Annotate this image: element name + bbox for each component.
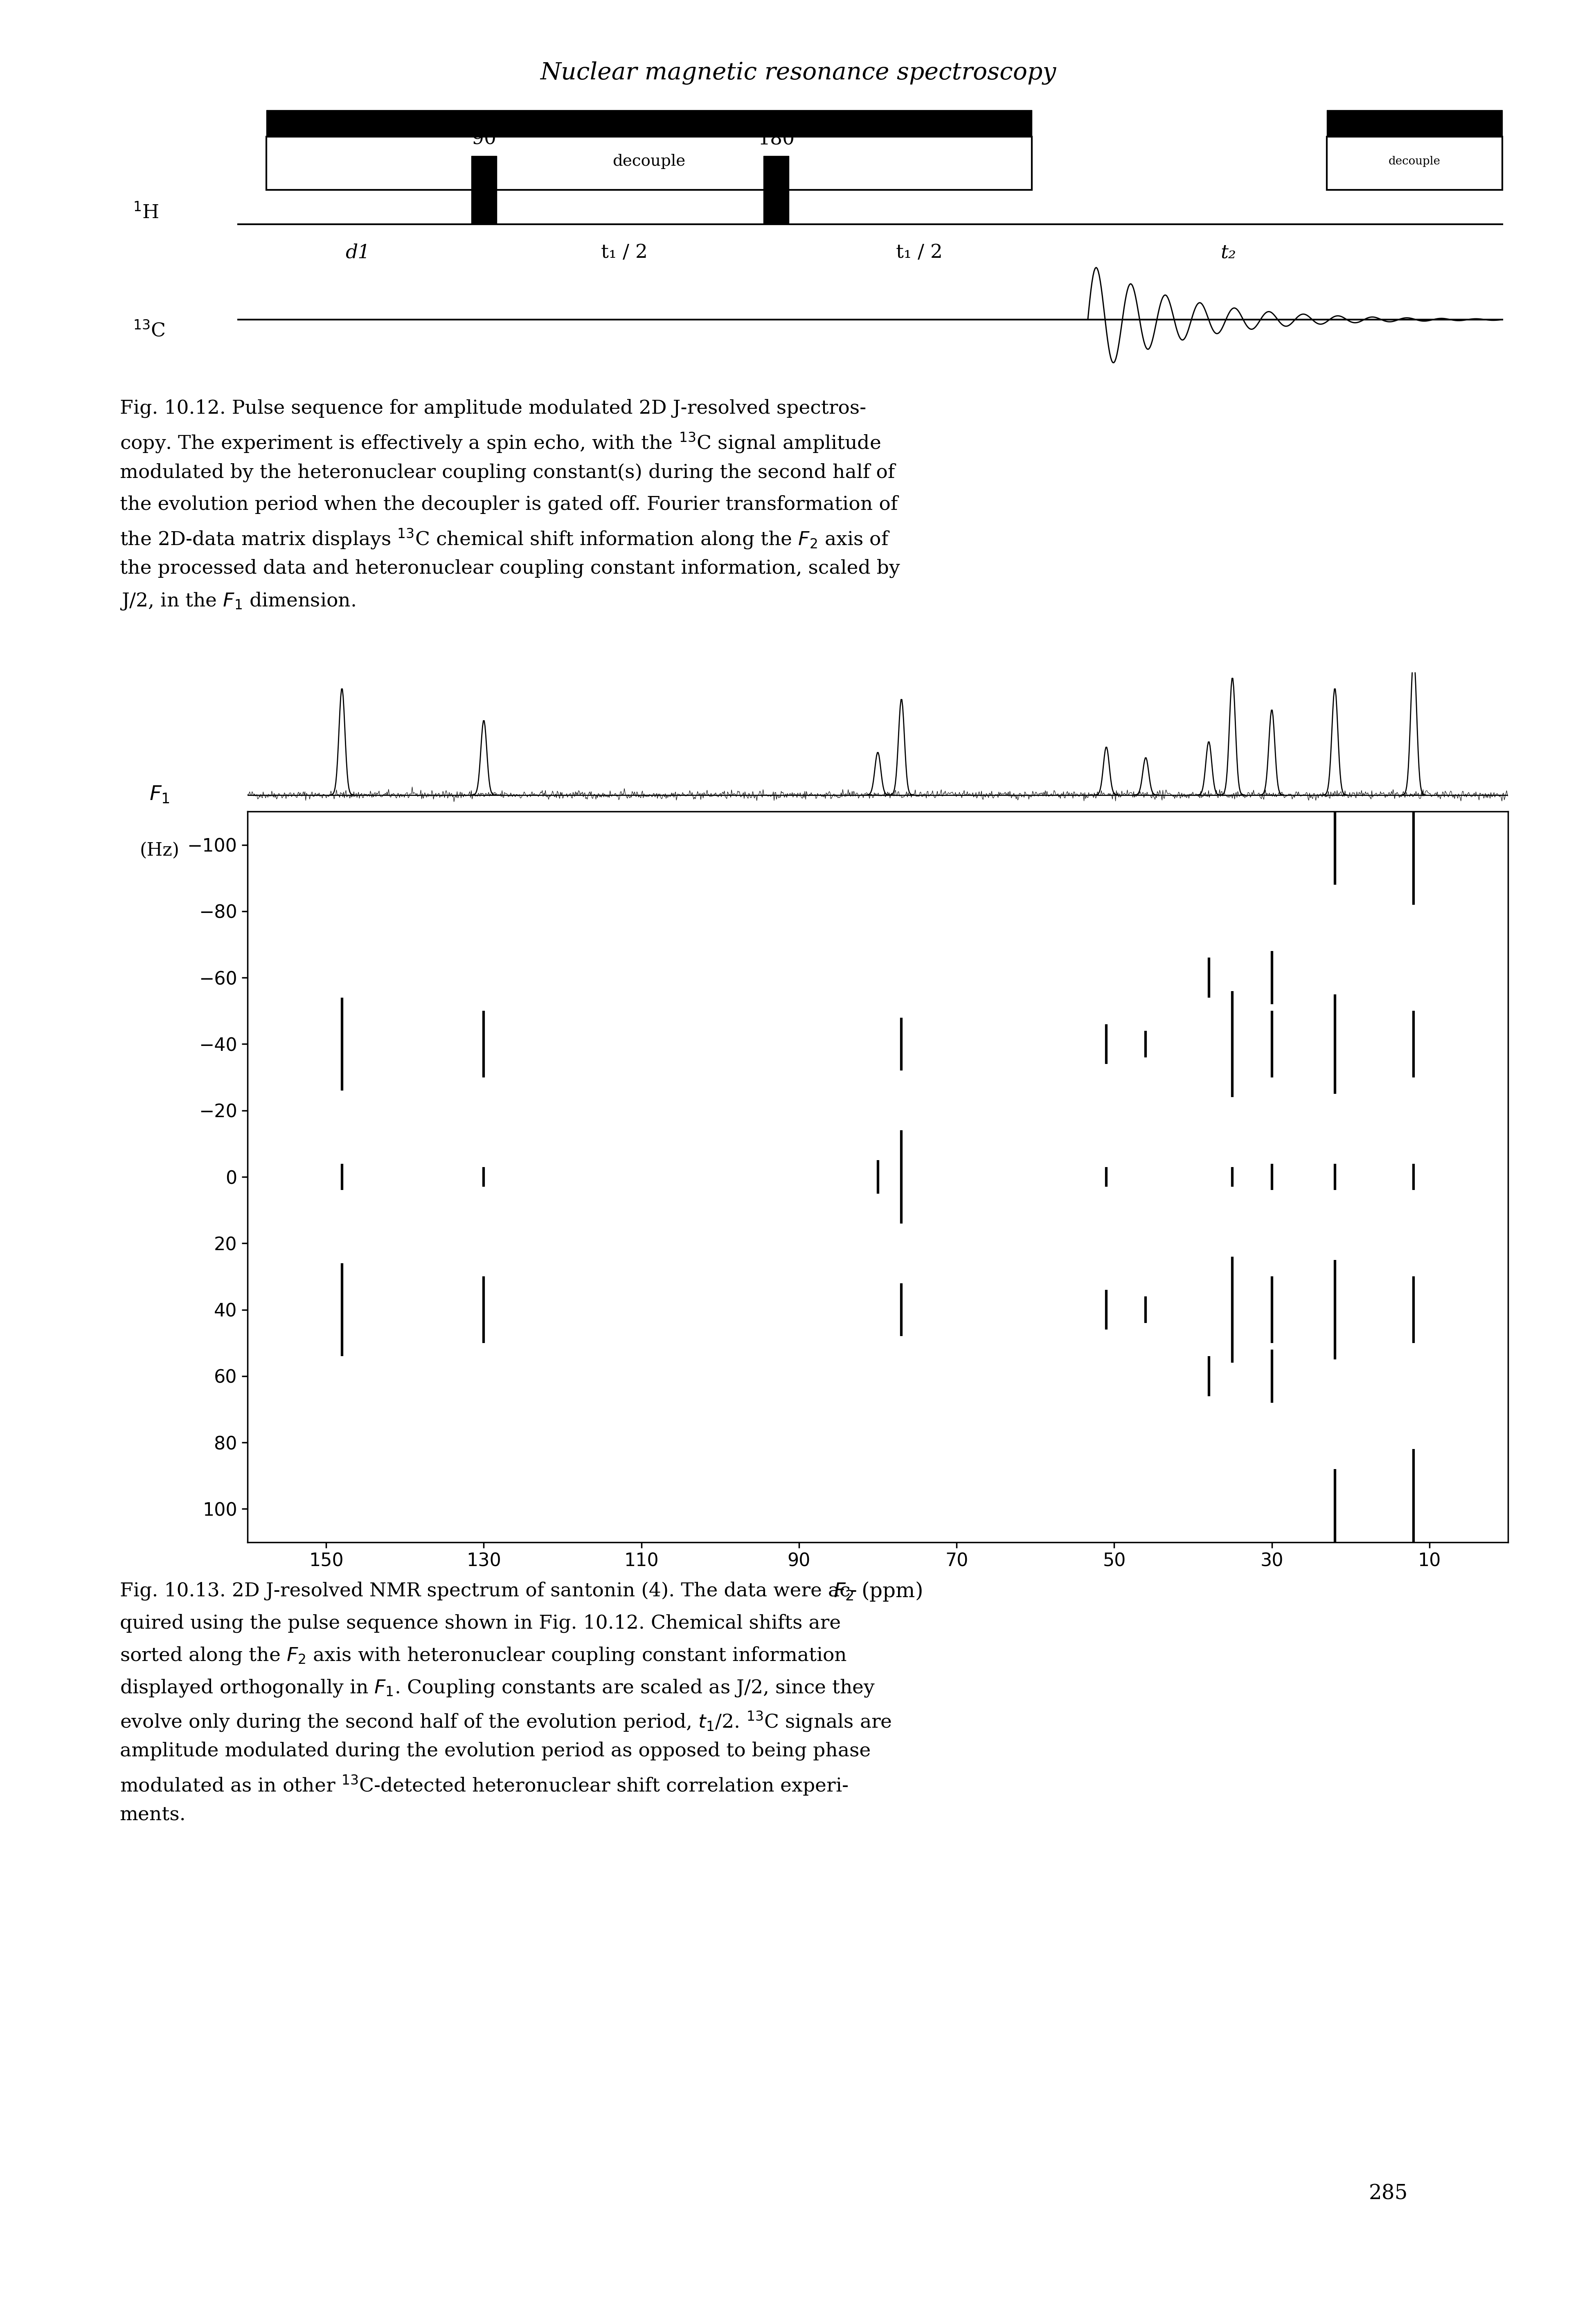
Text: the processed data and heteronuclear coupling constant information, scaled by: the processed data and heteronuclear cou…	[120, 559, 900, 577]
Bar	[1326, 109, 1502, 137]
Text: 180: 180	[758, 130, 795, 148]
Text: decouple: decouple	[1389, 155, 1440, 167]
Text: J/2, in the $F_1$ dimension.: J/2, in the $F_1$ dimension.	[120, 591, 356, 612]
Text: Fig. 10.13. 2D J-resolved NMR spectrum of santonin (4). The data were ac-: Fig. 10.13. 2D J-resolved NMR spectrum o…	[120, 1582, 857, 1600]
Text: Fig. 10.12. Pulse sequence for amplitude modulated 2D J-resolved spectros-: Fig. 10.12. Pulse sequence for amplitude…	[120, 399, 867, 417]
Text: evolve only during the second half of the evolution period, $t_1$/2. $^{13}$C si: evolve only during the second half of th…	[120, 1709, 892, 1732]
Text: the 2D-data matrix displays $^{13}$C chemical shift information along the $F_2$ : the 2D-data matrix displays $^{13}$C che…	[120, 526, 891, 550]
Text: decouple: decouple	[613, 153, 685, 169]
Text: sorted along the $F_2$ axis with heteronuclear coupling constant information: sorted along the $F_2$ axis with heteron…	[120, 1646, 847, 1665]
Bar	[471, 155, 496, 225]
Text: 90: 90	[472, 130, 496, 148]
Text: displayed orthogonally in $F_1$. Coupling constants are scaled as J/2, since the: displayed orthogonally in $F_1$. Couplin…	[120, 1677, 875, 1698]
Text: ments.: ments.	[120, 1807, 185, 1825]
Text: quired using the pulse sequence shown in Fig. 10.12. Chemical shifts are: quired using the pulse sequence shown in…	[120, 1614, 841, 1633]
Text: t₁ / 2: t₁ / 2	[602, 243, 648, 262]
Text: t₂: t₂	[1221, 243, 1235, 262]
Text: copy. The experiment is effectively a spin echo, with the $^{13}$C signal amplit: copy. The experiment is effectively a sp…	[120, 431, 881, 455]
Text: the evolution period when the decoupler is gated off. Fourier transformation of: the evolution period when the decoupler …	[120, 494, 897, 515]
Bar	[1326, 137, 1502, 190]
Text: t₁ / 2: t₁ / 2	[895, 243, 943, 262]
Text: $F_1$: $F_1$	[150, 784, 169, 805]
Text: modulated by the heteronuclear coupling constant(s) during the second half of: modulated by the heteronuclear coupling …	[120, 464, 895, 482]
Text: modulated as in other $^{13}$C-detected heteronuclear shift correlation experi-: modulated as in other $^{13}$C-detected …	[120, 1774, 847, 1797]
Text: 285: 285	[1369, 2184, 1408, 2203]
Bar	[763, 155, 788, 225]
Bar	[267, 137, 1031, 190]
Text: d1: d1	[345, 243, 370, 262]
Bar	[267, 109, 1031, 137]
Text: (Hz): (Hz)	[140, 842, 179, 860]
Text: Nuclear magnetic resonance spectroscopy: Nuclear magnetic resonance spectroscopy	[539, 60, 1057, 86]
Text: amplitude modulated during the evolution period as opposed to being phase: amplitude modulated during the evolution…	[120, 1742, 870, 1760]
Text: $^1$H: $^1$H	[132, 204, 158, 223]
Text: $^{13}$C: $^{13}$C	[132, 322, 164, 341]
X-axis label: $F_2$ (ppm): $F_2$ (ppm)	[833, 1579, 922, 1602]
